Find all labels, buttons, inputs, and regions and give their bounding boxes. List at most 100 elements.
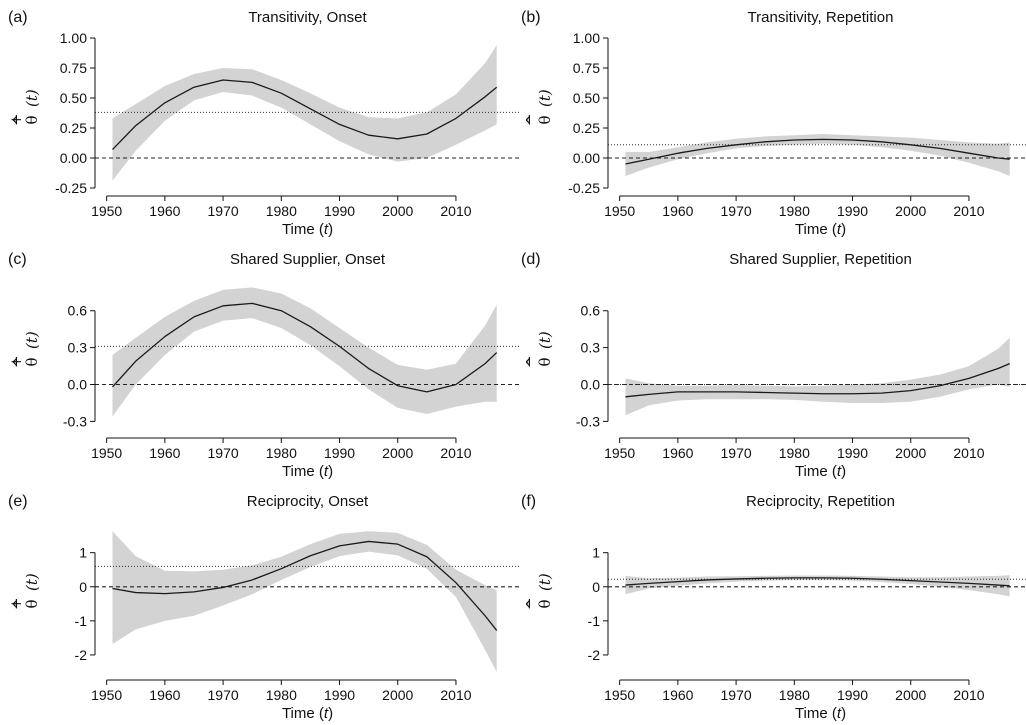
y-tick-label: 1 bbox=[79, 545, 87, 561]
y-tick-label: -0.3 bbox=[63, 413, 87, 429]
y-tick-label: 1.00 bbox=[573, 30, 600, 46]
x-tick-label: 1990 bbox=[837, 203, 868, 219]
x-tick-label: 2010 bbox=[440, 687, 471, 703]
x-tick-label: 1950 bbox=[604, 203, 635, 219]
panel-label: (f) bbox=[521, 493, 536, 510]
x-axis-label: Time (t) bbox=[282, 705, 333, 722]
y-axis-label-hat: ^ bbox=[523, 114, 541, 127]
x-tick-label: 2000 bbox=[895, 687, 926, 703]
y-tick-label: 0.50 bbox=[60, 90, 87, 106]
y-axis-label-hat: ^ bbox=[10, 356, 28, 369]
y-tick-label: 0.00 bbox=[60, 150, 87, 166]
panel-e: (e) Reciprocity, Onset -2 -1 0 1 1950 1960 1970 1… bbox=[7, 493, 520, 722]
panel-title: Transitivity, Repetition bbox=[748, 9, 894, 26]
panel-label: (e) bbox=[8, 493, 28, 510]
x-tick-label: 1960 bbox=[149, 203, 180, 219]
estimate-line bbox=[625, 138, 1010, 165]
y-tick-label: 0.25 bbox=[60, 120, 87, 136]
y-axis-label-arg: (t) bbox=[23, 573, 41, 591]
y-tick-label: -2 bbox=[75, 647, 88, 663]
x-axis-label-var: t bbox=[324, 705, 329, 722]
y-tick-label: 0.3 bbox=[581, 340, 601, 356]
x-tick-label: 1980 bbox=[779, 203, 810, 219]
estimate-line bbox=[112, 79, 498, 151]
x-axis-label-suffix: ) bbox=[328, 705, 333, 722]
x-tick-label: 2010 bbox=[953, 203, 984, 219]
x-tick-label: 1970 bbox=[208, 687, 239, 703]
y-tick-label: 0 bbox=[592, 579, 600, 595]
x-tick-label: 1960 bbox=[662, 445, 693, 461]
x-axis-label-var: t bbox=[837, 221, 842, 238]
y-tick-label: 0.0 bbox=[68, 377, 88, 393]
estimate-line bbox=[111, 302, 498, 393]
y-axis-label-symbol: θ bbox=[23, 599, 41, 608]
y-tick-label: 1 bbox=[592, 545, 600, 561]
estimate-line bbox=[625, 363, 1010, 398]
y-axis-label-symbol: θ bbox=[23, 357, 41, 366]
y-tick-label: -1 bbox=[75, 613, 88, 629]
y-tick-label: 0 bbox=[79, 579, 87, 595]
panel-title: Reciprocity, Onset bbox=[247, 493, 369, 510]
y-axis-label-arg: (t) bbox=[536, 331, 554, 349]
confidence-band bbox=[112, 45, 497, 181]
x-tick-label: 1970 bbox=[721, 687, 752, 703]
confidence-band bbox=[112, 287, 497, 417]
y-tick-label: -2 bbox=[588, 647, 601, 663]
x-axis-label: Time (t) bbox=[795, 221, 846, 238]
y-axis-label-arg: (t) bbox=[536, 573, 554, 591]
y-axis-label-arg: (t) bbox=[536, 89, 554, 107]
panel-title: Transitivity, Onset bbox=[248, 9, 367, 26]
panel-b: (b) Transitivity, Repetition -0.25 0.00 0.25… bbox=[520, 9, 1026, 238]
y-axis-label-hat: ^ bbox=[10, 114, 28, 127]
y-tick-label: 0.75 bbox=[573, 60, 600, 76]
estimate-line bbox=[112, 540, 498, 631]
y-axis-label: θ^− (t) bbox=[520, 573, 554, 610]
y-axis-label: θ^− (t) bbox=[520, 331, 554, 368]
y-tick-label: 0.50 bbox=[573, 90, 600, 106]
x-axis-label: Time (t) bbox=[795, 463, 846, 480]
x-axis-label-prefix: Time ( bbox=[282, 463, 324, 480]
x-tick-label: 1980 bbox=[266, 203, 297, 219]
estimate-line bbox=[625, 577, 1010, 587]
x-tick-label: 1980 bbox=[779, 687, 810, 703]
x-tick-label: 1990 bbox=[837, 445, 868, 461]
x-tick-label: 1980 bbox=[779, 445, 810, 461]
confidence-band bbox=[112, 531, 497, 672]
y-axis-label: θ^+ (t) bbox=[7, 89, 41, 126]
panel-d: (d) Shared Supplier, Repetition -0.3 0.0 0.3… bbox=[520, 251, 1026, 480]
x-axis-label-prefix: Time ( bbox=[795, 705, 837, 722]
y-axis-label-symbol: θ bbox=[536, 115, 554, 124]
y-axis-label-hat: ^ bbox=[10, 598, 28, 611]
x-tick-label: 1950 bbox=[91, 203, 122, 219]
x-tick-label: 2000 bbox=[895, 445, 926, 461]
x-axis-label-prefix: Time ( bbox=[795, 221, 837, 238]
y-axis-label-hat: ^ bbox=[523, 598, 541, 611]
x-tick-label: 1960 bbox=[662, 203, 693, 219]
y-tick-label: 1.00 bbox=[60, 30, 87, 46]
x-tick-label: 1980 bbox=[266, 687, 297, 703]
x-axis-label-var: t bbox=[837, 705, 842, 722]
y-axis-label: θ^+ (t) bbox=[7, 573, 41, 610]
y-axis-label-arg: (t) bbox=[23, 89, 41, 107]
y-tick-label: -0.25 bbox=[55, 180, 87, 196]
x-tick-label: 1990 bbox=[324, 445, 355, 461]
confidence-band bbox=[625, 134, 1010, 176]
y-axis-label: θ^+ (t) bbox=[7, 331, 41, 368]
panel-label: (b) bbox=[521, 9, 541, 26]
x-tick-label: 1960 bbox=[662, 687, 693, 703]
x-axis-label-suffix: ) bbox=[328, 221, 333, 238]
x-tick-label: 1950 bbox=[91, 687, 122, 703]
x-axis-label-prefix: Time ( bbox=[795, 463, 837, 480]
x-tick-label: 1990 bbox=[324, 203, 355, 219]
panel-title: Shared Supplier, Repetition bbox=[729, 251, 912, 268]
x-tick-label: 1990 bbox=[837, 687, 868, 703]
x-tick-label: 2000 bbox=[895, 203, 926, 219]
x-axis-label-suffix: ) bbox=[841, 221, 846, 238]
y-axis-label-hat: ^ bbox=[523, 356, 541, 369]
x-tick-label: 1970 bbox=[208, 203, 239, 219]
x-axis-label-var: t bbox=[324, 221, 329, 238]
x-tick-label: 2010 bbox=[440, 203, 471, 219]
y-tick-label: 0.6 bbox=[68, 303, 88, 319]
x-axis-label-suffix: ) bbox=[328, 463, 333, 480]
y-tick-label: -0.25 bbox=[568, 180, 600, 196]
